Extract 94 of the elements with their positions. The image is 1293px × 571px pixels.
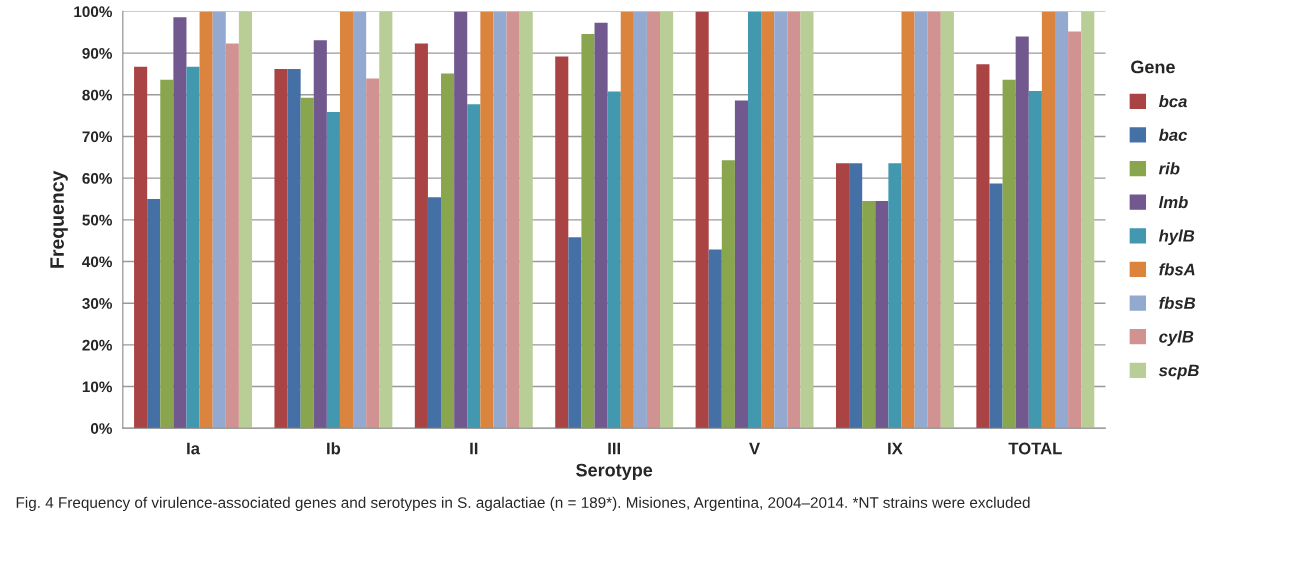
y-tick-label: 90% bbox=[82, 47, 113, 59]
legend-label: cylB bbox=[1159, 330, 1194, 346]
bar bbox=[186, 66, 200, 429]
x-tick-label: II bbox=[470, 442, 478, 455]
bar bbox=[467, 104, 481, 429]
bar bbox=[379, 11, 393, 429]
legend-title: Gene bbox=[1131, 60, 1175, 74]
x-tick-label: III bbox=[608, 442, 621, 455]
bar bbox=[1015, 36, 1029, 429]
bar bbox=[774, 11, 788, 429]
x-tick-label: V bbox=[749, 442, 760, 455]
bar bbox=[441, 73, 455, 429]
bar bbox=[849, 163, 863, 429]
bar bbox=[1054, 11, 1069, 429]
bar bbox=[633, 11, 647, 429]
bar bbox=[800, 11, 814, 429]
x-tick-label: IX bbox=[888, 442, 903, 455]
bar bbox=[734, 100, 749, 429]
bar bbox=[914, 11, 928, 429]
caption: Fig. 4 Frequency of virulence-associated genes and serotypes in S. agalactiae (n = 189*). Misiones, Argentina, 2004–2014. *NT strains were excluded bbox=[16, 496, 1030, 512]
legend-label: rib bbox=[1158, 162, 1180, 175]
y-tick-label: 10% bbox=[82, 381, 113, 393]
bar bbox=[927, 11, 941, 429]
y-tick-label: 80% bbox=[82, 89, 113, 101]
y-tick-label: 30% bbox=[82, 298, 113, 309]
bar bbox=[480, 11, 494, 429]
bar bbox=[1081, 11, 1095, 429]
x-tick-label: Ia bbox=[187, 442, 201, 455]
legend-label: fbsB bbox=[1159, 296, 1196, 310]
bar bbox=[555, 56, 569, 429]
bar bbox=[519, 11, 533, 429]
bar bbox=[326, 111, 340, 429]
bar bbox=[989, 183, 1003, 429]
bar bbox=[339, 11, 354, 429]
y-tick-label: 70% bbox=[82, 131, 113, 143]
bar bbox=[414, 43, 428, 429]
bar bbox=[835, 163, 850, 429]
bar bbox=[287, 68, 301, 429]
bar bbox=[787, 11, 801, 429]
legend-label: scpB bbox=[1158, 364, 1199, 380]
x-tick-label: Ib bbox=[327, 442, 341, 455]
y-axis-title: Frequency bbox=[50, 170, 68, 268]
legend-label: bac bbox=[1158, 128, 1188, 141]
bar bbox=[888, 163, 902, 429]
y-tick-label: 50% bbox=[82, 214, 113, 226]
bar bbox=[940, 11, 954, 429]
bar bbox=[748, 11, 762, 429]
bar bbox=[646, 11, 661, 429]
bar bbox=[1041, 11, 1055, 429]
y-tick-label: 100% bbox=[74, 6, 113, 18]
bar bbox=[147, 198, 161, 429]
y-tick-label: 40% bbox=[82, 256, 113, 268]
legend-label: lmb bbox=[1158, 195, 1188, 209]
bar bbox=[353, 11, 367, 429]
bar bbox=[695, 11, 709, 429]
bar bbox=[225, 43, 239, 429]
bar bbox=[862, 201, 876, 429]
y-tick-label: 0% bbox=[90, 423, 113, 434]
bar bbox=[721, 160, 735, 429]
bar bbox=[1028, 91, 1042, 429]
bar bbox=[366, 78, 380, 429]
bar bbox=[493, 11, 507, 429]
bar bbox=[607, 91, 621, 429]
legend-label: hylB bbox=[1158, 229, 1195, 246]
bar bbox=[238, 11, 252, 429]
bar bbox=[454, 11, 468, 429]
y-tick-label: 20% bbox=[82, 339, 113, 351]
legend-label: fbsA bbox=[1159, 263, 1195, 276]
bar bbox=[506, 11, 520, 429]
x-axis-title: Serotype bbox=[576, 463, 653, 481]
bar bbox=[1068, 31, 1082, 429]
bar bbox=[1002, 79, 1016, 429]
bar bbox=[581, 33, 595, 429]
bar bbox=[594, 22, 608, 429]
x-tick-label: TOTAL bbox=[1008, 442, 1062, 455]
bar bbox=[976, 64, 990, 429]
bar bbox=[620, 11, 634, 429]
bar bbox=[274, 68, 288, 429]
bar bbox=[875, 201, 889, 429]
bar bbox=[427, 197, 442, 429]
bar bbox=[708, 249, 722, 429]
bar bbox=[568, 237, 582, 429]
bar bbox=[173, 17, 187, 429]
bar bbox=[313, 40, 327, 429]
bar bbox=[761, 11, 775, 429]
bar bbox=[901, 11, 915, 429]
legend-label: bca bbox=[1158, 95, 1187, 108]
y-tick-label: 60% bbox=[82, 173, 113, 184]
bar bbox=[212, 11, 226, 429]
bar bbox=[199, 11, 213, 429]
bar bbox=[300, 97, 314, 429]
bar bbox=[134, 66, 148, 429]
bar bbox=[660, 11, 674, 429]
bar bbox=[160, 79, 174, 429]
